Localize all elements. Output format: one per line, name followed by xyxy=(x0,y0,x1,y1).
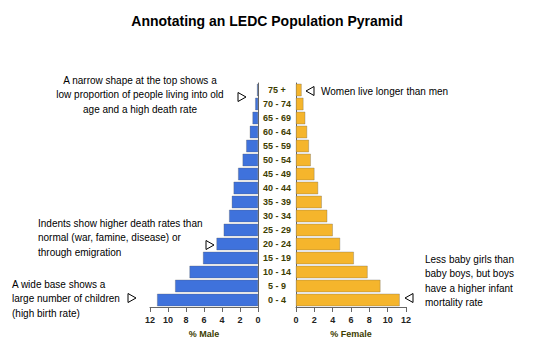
svg-text:12: 12 xyxy=(145,315,155,325)
svg-text:normal (war, famine, disease): normal (war, famine, disease) or xyxy=(38,232,182,243)
svg-text:8: 8 xyxy=(183,315,188,325)
svg-text:Less baby girls than: Less baby girls than xyxy=(425,254,514,265)
svg-text:2: 2 xyxy=(312,315,317,325)
svg-text:(high birth rate): (high birth rate) xyxy=(12,308,80,319)
svg-text:mortality rate: mortality rate xyxy=(425,297,483,308)
svg-text:10: 10 xyxy=(383,315,393,325)
svg-text:75 +: 75 + xyxy=(268,85,286,95)
svg-text:baby boys, but boys: baby boys, but boys xyxy=(425,268,514,279)
svg-text:8: 8 xyxy=(367,315,372,325)
svg-text:0 - 4: 0 - 4 xyxy=(268,295,286,305)
svg-text:50 - 54: 50 - 54 xyxy=(263,155,291,165)
svg-text:2: 2 xyxy=(237,315,242,325)
svg-text:35 - 39: 35 - 39 xyxy=(263,197,291,207)
svg-text:6: 6 xyxy=(201,315,206,325)
svg-text:0: 0 xyxy=(293,315,298,325)
svg-text:through emigration: through emigration xyxy=(38,247,121,258)
svg-text:40 - 44: 40 - 44 xyxy=(263,183,291,193)
svg-text:60 - 64: 60 - 64 xyxy=(263,127,291,137)
svg-text:large number of children: large number of children xyxy=(12,293,120,304)
svg-text:20 - 24: 20 - 24 xyxy=(263,239,291,249)
svg-text:5 - 9: 5 - 9 xyxy=(268,281,286,291)
svg-text:A wide base shows a: A wide base shows a xyxy=(12,279,106,290)
svg-text:Indents show higher death rate: Indents show higher death rates than xyxy=(38,218,203,229)
svg-text:A narrow shape at the top show: A narrow shape at the top shows a xyxy=(63,75,217,86)
svg-text:10 - 14: 10 - 14 xyxy=(263,267,291,277)
svg-text:15 - 19: 15 - 19 xyxy=(263,253,291,263)
svg-text:4: 4 xyxy=(219,315,224,325)
svg-text:6: 6 xyxy=(348,315,353,325)
svg-text:% Female: % Female xyxy=(330,329,372,339)
svg-text:have a higher infant: have a higher infant xyxy=(425,283,513,294)
svg-text:% Male: % Male xyxy=(189,329,220,339)
svg-text:10: 10 xyxy=(163,315,173,325)
svg-text:45 - 49: 45 - 49 xyxy=(263,169,291,179)
svg-text:65 - 69: 65 - 69 xyxy=(263,113,291,123)
svg-text:0: 0 xyxy=(255,315,260,325)
svg-text:Women live longer than men: Women live longer than men xyxy=(321,86,448,97)
svg-text:12: 12 xyxy=(401,315,411,325)
svg-text:Annotating an LEDC Population: Annotating an LEDC Population Pyramid xyxy=(131,13,402,29)
svg-text:4: 4 xyxy=(330,315,335,325)
svg-text:30 - 34: 30 - 34 xyxy=(263,211,291,221)
svg-text:25 - 29: 25 - 29 xyxy=(263,225,291,235)
svg-text:55 - 59: 55 - 59 xyxy=(263,141,291,151)
svg-text:low proportion of people livin: low proportion of people living into old xyxy=(56,89,223,100)
svg-text:age and a high death rate: age and a high death rate xyxy=(83,104,197,115)
svg-text:70 - 74: 70 - 74 xyxy=(263,99,291,109)
